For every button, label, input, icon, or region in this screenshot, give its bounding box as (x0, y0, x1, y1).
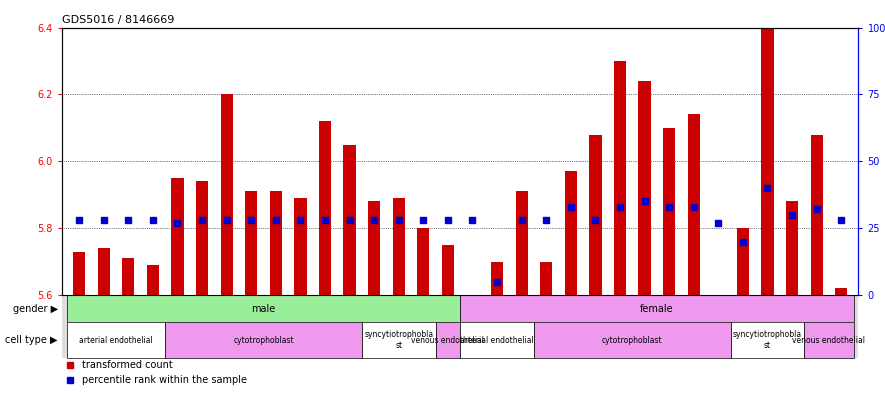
Bar (362, 322, 435, 358)
Bar (393, 198, 405, 295)
Bar (534, 322, 731, 358)
Bar (786, 202, 798, 295)
Bar (515, 191, 527, 295)
Bar (97, 248, 110, 295)
Text: transformed count: transformed count (81, 360, 173, 370)
Bar (835, 288, 847, 295)
Text: arterial endothelial: arterial endothelial (460, 336, 534, 345)
Text: cell type ▶: cell type ▶ (5, 335, 58, 345)
Bar (811, 134, 823, 295)
Bar (736, 228, 749, 295)
Bar (731, 322, 804, 358)
Bar (122, 258, 135, 295)
Bar (638, 81, 650, 295)
Bar (319, 121, 331, 295)
Bar (460, 295, 853, 322)
Bar (270, 191, 282, 295)
Text: female: female (640, 303, 673, 314)
Bar (804, 322, 853, 358)
Bar (343, 145, 356, 295)
Text: GDS5016 / 8146669: GDS5016 / 8146669 (62, 15, 174, 25)
Text: venous endothelial: venous endothelial (412, 336, 484, 345)
Bar (165, 322, 362, 358)
Bar (294, 198, 306, 295)
Bar (460, 322, 534, 358)
Bar (220, 94, 233, 295)
Bar (417, 228, 429, 295)
Bar (688, 114, 700, 295)
Bar (589, 134, 602, 295)
Text: syncytiotrophobla
st: syncytiotrophobla st (365, 331, 434, 350)
Bar (368, 202, 381, 295)
Bar (442, 245, 454, 295)
Text: gender ▶: gender ▶ (13, 303, 58, 314)
Bar (67, 295, 460, 322)
Bar (435, 322, 460, 358)
Text: male: male (251, 303, 275, 314)
Text: percentile rank within the sample: percentile rank within the sample (81, 375, 247, 385)
Bar (491, 262, 504, 295)
Bar (147, 265, 159, 295)
Bar (196, 182, 208, 295)
Text: venous endothelial: venous endothelial (792, 336, 866, 345)
Bar (73, 252, 85, 295)
Text: syncytiotrophobla
st: syncytiotrophobla st (733, 331, 802, 350)
Bar (540, 262, 552, 295)
Text: cytotrophoblast: cytotrophoblast (602, 336, 663, 345)
Bar (172, 178, 184, 295)
Bar (761, 28, 773, 295)
Text: cytotrophoblast: cytotrophoblast (234, 336, 294, 345)
Bar (565, 171, 577, 295)
Text: arterial endothelial: arterial endothelial (79, 336, 153, 345)
Bar (663, 128, 675, 295)
Bar (245, 191, 258, 295)
Bar (67, 322, 165, 358)
Bar (614, 61, 626, 295)
